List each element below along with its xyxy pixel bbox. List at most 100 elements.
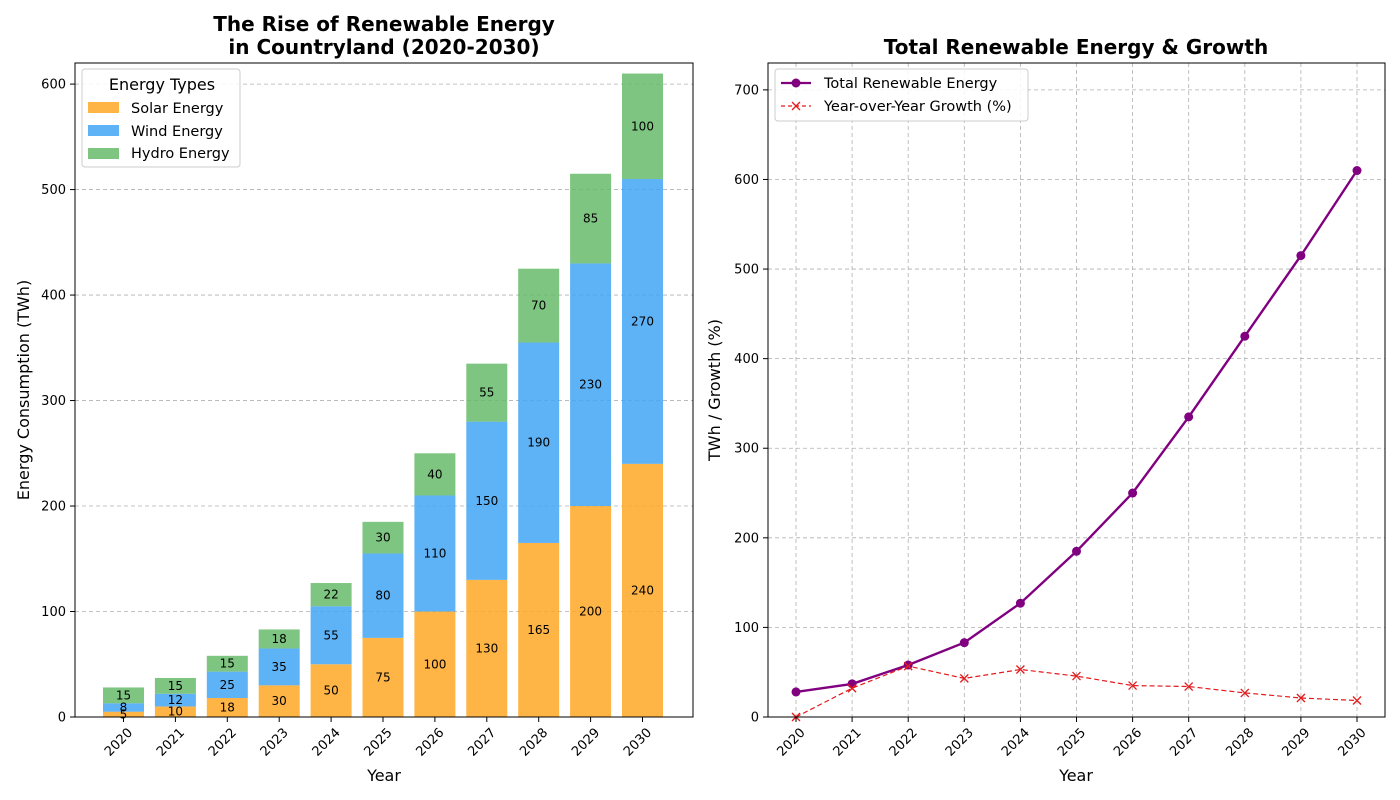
bar-label-wind-energy-2021: 12 [168,693,183,707]
bar-solar-energy-2027 [466,579,508,717]
point-year-over-year-growth-2022 [903,661,913,671]
y-tick-label-0: 0 [58,711,66,726]
bar-wind-energy-2027 [466,421,508,580]
bar-label-solar-energy-2030: 240 [631,583,654,597]
point-year-over-year-growth-2021 [847,683,857,693]
bar-value-labels: 5815101215182515303518505522758030100110… [116,119,654,721]
bar-wind-energy-2025 [362,553,404,638]
bar-label-hydro-energy-2025: 30 [375,531,390,545]
bar-hydro-energy-2022 [206,655,248,672]
bar-wind-energy-2022 [206,671,248,699]
plot-frame [74,62,694,718]
bar-solar-energy-2020 [103,711,144,717]
bar-solar-energy-2023 [258,685,300,717]
bar-wind-energy-2030 [622,179,663,464]
point-total-renewable-energy-2024 [1015,598,1025,608]
y-tick-label-100: 100 [734,621,759,636]
legend: Energy Types Solar Energy Wind Energy Hy… [81,68,241,168]
bar-hydro-energy-2023 [258,629,300,649]
bar-label-hydro-energy-2020: 15 [116,688,131,702]
y-tick-label-500: 500 [41,183,66,198]
bar-solar-energy-2029 [570,506,612,717]
bar-label-solar-energy-2026: 100 [423,657,446,671]
bar-label-hydro-energy-2022: 15 [220,657,235,671]
legend-label-solar: Solar Energy [131,101,224,117]
y-axis-ticks: 0 100 200 300 400 500 600 700 [734,83,768,726]
point-year-over-year-growth-2028 [1240,688,1250,698]
bar-label-hydro-energy-2024: 22 [323,588,338,602]
bar-label-hydro-energy-2029: 85 [583,212,598,226]
y-tick-label-400: 400 [41,289,66,304]
legend-swatch-wind [88,125,119,136]
legend: Total Renewable Energy Year-over-Year Gr… [774,68,1029,122]
point-total-renewable-energy-2026 [1128,488,1138,498]
bar-label-solar-energy-2029: 200 [579,605,602,619]
series-line-year-over-year-growth [795,665,1358,718]
point-year-over-year-growth-2026 [1128,681,1138,691]
bar-wind-energy-2028 [518,342,560,543]
legend-title: Energy Types [109,75,215,94]
legend-swatch-hydro [88,148,119,159]
bar-hydro-energy-2025 [362,521,404,554]
chart-title-line2: in Countryland (2020-2030) [228,35,539,59]
bars [103,73,663,717]
point-year-over-year-growth-2024 [1015,665,1025,674]
y-tick-label-200: 200 [41,500,66,515]
bar-wind-energy-2029 [570,263,612,507]
bar-label-wind-energy-2022: 25 [220,678,235,692]
legend-label-wind: Wind Energy [131,124,223,140]
point-total-renewable-energy-2022 [903,660,913,670]
bar-label-solar-energy-2022: 18 [220,701,235,715]
legend-swatch-solar [88,102,119,113]
bar-label-solar-energy-2021: 10 [168,705,183,719]
bar-wind-energy-2020 [103,703,144,712]
bar-solar-energy-2025 [362,637,404,717]
bar-label-wind-energy-2025: 80 [375,589,390,603]
bar-solar-energy-2022 [206,698,248,717]
point-total-renewable-energy-2029 [1296,251,1306,261]
bar-solar-energy-2021 [154,706,196,717]
y-tick-label-600: 600 [734,173,759,188]
bar-label-hydro-energy-2023: 18 [272,632,287,646]
bar-hydro-energy-2024 [310,583,352,607]
y-tick-label-200: 200 [734,531,759,546]
chart-title-line1: The Rise of Renewable Energy [213,12,555,36]
bar-label-wind-energy-2023: 35 [272,660,287,674]
bar-wind-energy-2023 [258,648,300,686]
legend-label-hydro: Hydro Energy [131,146,230,162]
legend-marker-growth [791,101,801,111]
y-tick-label-700: 700 [734,83,759,98]
bar-label-solar-energy-2028: 165 [527,623,550,637]
bar-label-solar-energy-2023: 30 [272,694,287,708]
bar-solar-energy-2026 [414,611,456,717]
bar-label-solar-energy-2027: 130 [475,641,498,655]
bar-label-hydro-energy-2030: 100 [631,119,654,133]
legend-box [774,68,1029,122]
bar-solar-energy-2024 [310,664,352,717]
y-tick-label-500: 500 [734,263,759,278]
bar-hydro-energy-2021 [154,677,196,694]
legend-label-growth: Year-over-Year Growth (%) [823,99,1012,115]
bar-hydro-energy-2029 [570,173,612,264]
bar-label-wind-energy-2030: 270 [631,314,654,328]
bar-label-wind-energy-2020: 8 [120,701,128,715]
bar-label-hydro-energy-2026: 40 [427,467,442,481]
bar-label-hydro-energy-2028: 70 [531,299,546,313]
bar-label-hydro-energy-2027: 55 [479,386,494,400]
gridlines [768,63,1385,717]
bar-wind-energy-2024 [310,606,352,665]
point-year-over-year-growth-2027 [1184,682,1194,691]
point-total-renewable-energy-2025 [1072,546,1081,556]
point-total-renewable-energy-2030 [1352,166,1362,176]
bar-label-solar-energy-2025: 75 [375,670,390,684]
point-year-over-year-growth-2023 [959,673,969,683]
y-tick-label-0: 0 [751,711,759,726]
bar-solar-energy-2030 [622,463,663,717]
bar-hydro-energy-2026 [414,453,456,496]
x-axis-label: Year [366,766,401,785]
bar-wind-energy-2021 [154,693,196,707]
bar-label-hydro-energy-2021: 15 [168,679,183,693]
point-total-renewable-energy-2028 [1240,331,1250,341]
bar-label-wind-energy-2026: 110 [423,547,446,561]
